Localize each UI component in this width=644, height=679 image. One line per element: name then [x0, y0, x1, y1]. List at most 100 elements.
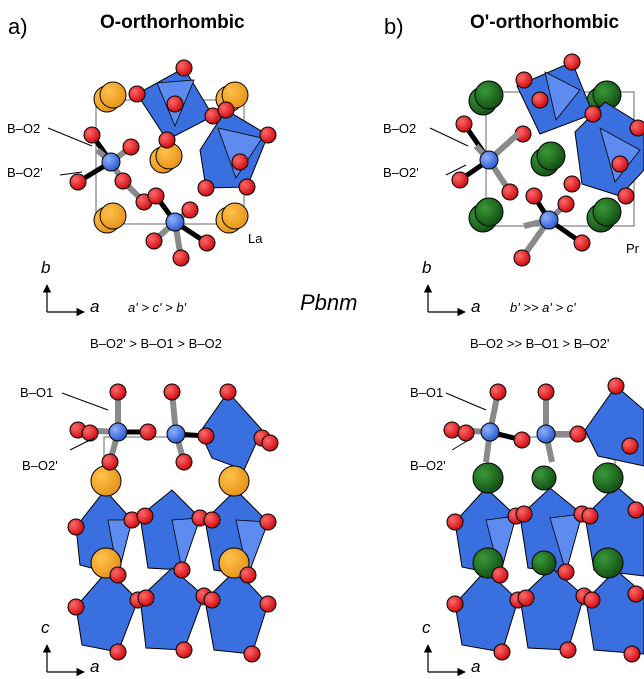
la-atom — [218, 465, 250, 497]
octahedron — [519, 567, 585, 651]
panel-a-lattice-relation: a' > c' > b' — [128, 300, 187, 315]
oxygen-atom — [137, 589, 155, 607]
oxygen-atom — [231, 153, 249, 171]
oxygen-atom — [175, 59, 193, 77]
ball-stick-unit — [451, 115, 591, 267]
oxygen-atom — [259, 513, 277, 531]
panel-a-bottom-axis-vertical: c — [41, 618, 50, 637]
oxygen-atom — [69, 173, 87, 191]
octahedron — [485, 515, 517, 577]
oxygen-atom — [629, 119, 644, 137]
oxygen-atom — [217, 101, 235, 119]
oxygen-atom — [607, 377, 625, 395]
panel-a-bond-label-o2prime: B–O2' — [7, 165, 43, 180]
oxygen-atom — [172, 249, 190, 267]
oxygen-atom — [259, 126, 277, 144]
la-atom — [99, 202, 127, 230]
pr-atom — [592, 547, 624, 579]
oxygen-atom — [611, 155, 629, 173]
oxygen-atom — [537, 383, 555, 401]
pr-atom — [531, 550, 557, 576]
oxygen-atom — [489, 383, 507, 401]
oxygen-atom — [109, 383, 127, 401]
oxygen-atom — [109, 566, 127, 584]
oxygen-atom — [166, 95, 184, 113]
oxygen-atom — [83, 126, 101, 144]
oxygen-atom — [573, 234, 591, 252]
panel-b-bond-label-o1: B–O1 — [410, 385, 444, 400]
oxygen-atom — [617, 187, 635, 205]
la-atoms — [93, 81, 249, 234]
leader-line — [47, 127, 93, 147]
oxygen-atom — [557, 195, 575, 213]
b-site-atom — [166, 424, 186, 444]
oxygen-atom — [203, 591, 221, 609]
oxygen-atom — [581, 507, 599, 525]
leader-line — [59, 171, 83, 176]
leader-line — [61, 392, 109, 411]
panel-a-top-view — [42, 59, 277, 317]
oxygen-atom — [101, 453, 119, 471]
oxygen-atom — [584, 105, 602, 123]
panel-b-bottom-axis-horizontal: a — [471, 657, 481, 676]
b-site-atom — [101, 152, 121, 172]
panel-a-atom-label: La — [248, 231, 263, 246]
leader-line — [69, 437, 95, 451]
oxygen-atom — [627, 501, 644, 519]
panel-a-bond-label-o1: B–O1 — [20, 385, 54, 400]
pr-atom — [592, 462, 624, 494]
panel-b-bottom-axis-vertical: c — [422, 618, 431, 637]
octahedron — [585, 569, 644, 655]
pr-atom — [592, 197, 622, 227]
la-atom — [221, 202, 249, 230]
octahedron — [454, 569, 519, 653]
panel-b-top-axis-vertical: b — [422, 258, 432, 277]
panel-b-bottom-view — [423, 377, 644, 677]
la-atom — [90, 465, 122, 497]
oxygen-atom — [197, 179, 215, 197]
b-site-atom — [536, 424, 556, 444]
oxygen-atom — [163, 383, 181, 401]
oxygen-atom — [455, 115, 473, 133]
oxygen-atom — [198, 234, 216, 252]
oxygen-atom — [557, 563, 575, 581]
oxygen-atom — [219, 383, 237, 401]
oxygen-atom — [559, 641, 577, 659]
panel-a-bond-label-o2prime-bottom: B–O2' — [22, 458, 58, 473]
oxygen-atom — [203, 511, 221, 529]
oxygen-atom — [122, 138, 140, 156]
oxygen-atom — [563, 175, 581, 193]
panel-b-bond-relation: B–O2 >> B–O1 > B–O2' — [470, 336, 610, 351]
oxygen-atom — [627, 585, 644, 603]
panel-a-title: O-orthorhombic — [100, 12, 245, 33]
octahedron — [107, 519, 133, 576]
space-group-label: Pbnm — [300, 290, 358, 315]
ball-stick-unit — [69, 126, 216, 267]
oxygen-atom — [136, 507, 154, 525]
oxygen-atom — [238, 178, 256, 196]
panel-a-bond-relation: B–O2' > B–O1 > B–O2 — [90, 336, 222, 351]
leader-line — [451, 437, 473, 451]
b-site-atom — [108, 422, 128, 442]
panel-b-bond-label-o2prime: B–O2' — [383, 165, 419, 180]
b-site-atom — [480, 422, 500, 442]
oxygen-atom — [147, 187, 165, 205]
octahedron — [584, 385, 644, 467]
oxygen-atom — [145, 232, 163, 250]
octahedron — [549, 513, 583, 574]
oxygen-atom — [525, 187, 543, 205]
oxygen-atom — [515, 505, 533, 523]
b-site-atom — [539, 210, 559, 230]
oxygen-atoms — [514, 53, 644, 205]
leader-line — [445, 164, 467, 176]
octahedron — [235, 519, 269, 577]
panel-a-bottom-view — [42, 383, 279, 677]
pr-atom — [531, 465, 557, 491]
panel-b-lattice-relation: b' >> a' > c' — [510, 300, 576, 315]
oxygen-atoms — [128, 59, 277, 197]
octahedron — [204, 569, 269, 655]
oxygen-atom — [446, 595, 464, 613]
panel-b-title: O'-orthorhombic — [470, 12, 620, 33]
oxygen-atom — [81, 424, 99, 442]
